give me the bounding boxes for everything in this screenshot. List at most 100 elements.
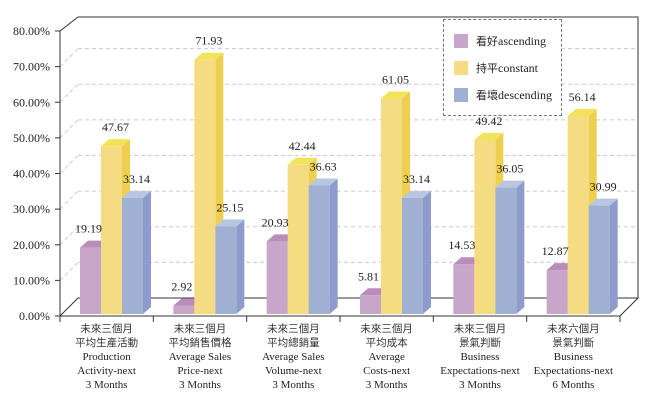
legend-label-en: constant xyxy=(498,60,538,75)
bar xyxy=(194,59,216,314)
category-label-en: Average xyxy=(368,351,405,363)
data-label: 47.67 xyxy=(102,120,129,134)
legend-label-zh: 看壞 xyxy=(476,89,498,102)
gridline-diagonal xyxy=(59,226,79,246)
data-label: 49.42 xyxy=(475,114,502,128)
bar xyxy=(474,139,496,314)
bar xyxy=(308,185,330,314)
y-tick-label: 50.00% xyxy=(13,131,50,145)
data-label: 30.99 xyxy=(590,180,617,194)
y-tick-label: 0.00% xyxy=(19,309,50,323)
bar xyxy=(546,270,568,314)
bar-top xyxy=(101,139,130,147)
legend-swatch-constant xyxy=(454,61,468,75)
gridline-diagonal xyxy=(59,190,79,210)
bar xyxy=(495,187,517,314)
x-tick-label: 未來三個月 平均總銷量 Average Sales Volume-next 3 Mont… xyxy=(247,322,339,392)
bar xyxy=(381,98,402,315)
category-label-zh: 平均總銷量 xyxy=(267,337,320,349)
category-label-zh: 未來三個月 xyxy=(80,323,133,335)
category-label-en: Business xyxy=(460,351,500,363)
legend-label-en: descending xyxy=(498,87,552,102)
bar-top xyxy=(567,109,597,117)
bar xyxy=(80,247,101,314)
bar xyxy=(215,226,237,314)
category-label-en: 3 Months xyxy=(459,379,501,391)
data-label: 71.93 xyxy=(195,34,222,48)
x-tick-label: 未來三個月 景氣判斷 Business Expectations-next 3 Mont… xyxy=(434,322,526,392)
legend-label-zh: 持平 xyxy=(476,62,498,75)
bar-side xyxy=(329,178,338,314)
bar-side xyxy=(236,219,245,314)
data-label: 19.19 xyxy=(75,222,102,236)
category-label-en: 3 Months xyxy=(365,379,408,391)
gridline-diagonal xyxy=(59,155,79,174)
category-label-zh: 景氣判斷 xyxy=(552,337,595,349)
data-label: 2.92 xyxy=(171,280,192,294)
data-label: 36.05 xyxy=(496,162,523,176)
bar-top xyxy=(122,190,151,198)
data-label: 5.81 xyxy=(358,269,379,283)
x-tick-label: 未來三個月 平均成本 Average Costs-next 3 Months xyxy=(341,322,433,392)
gridline-diagonal xyxy=(59,83,79,103)
bar xyxy=(360,295,381,314)
bar-top xyxy=(495,180,525,188)
bar-side xyxy=(609,198,618,314)
category-label-zh: 未來三個月 xyxy=(360,323,413,335)
legend-swatch-ascending xyxy=(454,34,468,48)
category-label-en: Price-next xyxy=(177,365,223,377)
bar-top xyxy=(308,178,338,186)
category-label-zh: 未來三個月 xyxy=(453,323,507,335)
y-tick-label: 60.00% xyxy=(13,95,50,109)
category-label-en: Costs-next xyxy=(363,365,411,377)
data-label: 33.14 xyxy=(403,172,430,186)
labels: 19.19 47.67 33.14 2.92 71.93 25.15 20.93 42.44 3… xyxy=(75,34,617,294)
bar-top xyxy=(194,52,224,60)
x-tick-label: 未來三個月 平均銷售價格 Average Sales Price-next 3 Mont… xyxy=(154,322,246,392)
bar-top xyxy=(381,91,410,99)
gridlines xyxy=(59,48,638,281)
legend-item-constant: 持平 constant xyxy=(454,59,538,77)
gridline-diagonal xyxy=(59,48,79,67)
bar xyxy=(101,146,122,314)
legend-item-descending: 看壞 descending xyxy=(454,86,552,104)
bar xyxy=(122,197,143,314)
category-label-zh: 平均生產活動 xyxy=(75,337,139,349)
bar xyxy=(588,205,610,314)
bar-top xyxy=(215,219,245,227)
legend-label-zh: 看好 xyxy=(476,35,498,48)
category-label-en: Expectations-next xyxy=(533,365,614,377)
category-label-en: Average Sales xyxy=(168,351,232,363)
bar xyxy=(266,241,288,314)
y-tick-label: 20.00% xyxy=(13,238,50,252)
bar-top xyxy=(474,132,504,140)
legend: 看好 ascending 持平 constant 看壞 descending xyxy=(443,19,562,116)
category-label-en: 3 Months xyxy=(85,379,128,391)
legend-label-en: ascending xyxy=(498,33,546,48)
bar-side xyxy=(423,190,431,314)
y-tick-label: 70.00% xyxy=(13,60,50,74)
category-label-en: Average Sales xyxy=(262,351,325,363)
legend-item-ascending: 看好 ascending xyxy=(454,32,546,50)
data-label: 61.05 xyxy=(382,73,409,87)
bar-top xyxy=(287,157,317,165)
bar xyxy=(402,197,423,314)
y-tick-label: 30.00% xyxy=(13,202,50,216)
data-label: 33.14 xyxy=(123,172,150,186)
bars xyxy=(80,52,618,315)
category-label-en: Activity-next xyxy=(77,365,136,377)
bar-top xyxy=(402,190,431,198)
data-label: 20.93 xyxy=(262,215,289,229)
category-label-zh: 景氣判斷 xyxy=(459,337,501,349)
category-label-en: 3 Months xyxy=(272,379,315,391)
data-label: 42.44 xyxy=(289,139,316,153)
bar xyxy=(453,264,475,314)
category-label-en: Volume-next xyxy=(265,365,322,377)
category-label-zh: 未來六個月 xyxy=(547,323,600,335)
category-label-en: 6 Months xyxy=(552,379,595,391)
back-wall-frame xyxy=(59,16,639,298)
y-tick-label: 40.00% xyxy=(13,167,50,181)
bar-side xyxy=(143,190,151,314)
gridline-diagonal xyxy=(59,119,79,139)
